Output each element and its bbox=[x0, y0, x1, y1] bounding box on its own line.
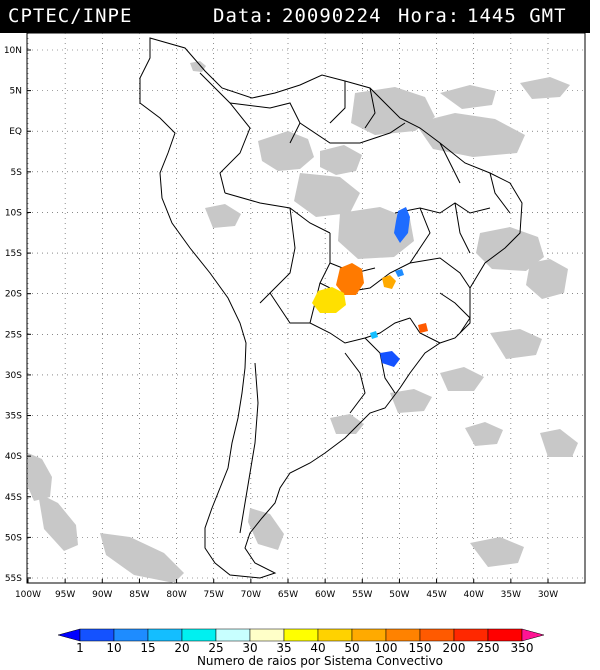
lon-label: 85W bbox=[129, 590, 149, 600]
lat-label: 30S bbox=[5, 371, 22, 381]
lat-label: 50S bbox=[5, 533, 22, 543]
system-orange-small bbox=[382, 275, 396, 289]
legend-swatch bbox=[419, 628, 455, 642]
convective-systems bbox=[312, 207, 428, 367]
legend-swatch bbox=[113, 628, 149, 642]
legend-value: 10 bbox=[106, 641, 121, 655]
lon-label: 50W bbox=[389, 590, 409, 600]
lon-label: 45W bbox=[426, 590, 446, 600]
system-orange bbox=[336, 263, 364, 295]
legend-title: Numero de raios por Sistema Convectivo bbox=[197, 654, 443, 668]
time-value: 1445 GMT bbox=[467, 5, 567, 27]
legend-value: 20 bbox=[174, 641, 189, 655]
date-value: 20090224 bbox=[282, 5, 382, 27]
system-cyan bbox=[370, 331, 378, 339]
cloud-cover bbox=[28, 61, 578, 583]
legend-swatch bbox=[385, 628, 421, 642]
system-blue-small bbox=[395, 269, 404, 277]
legend-swatch bbox=[181, 628, 217, 642]
legend-swatch bbox=[147, 628, 183, 642]
lat-label: 5N bbox=[10, 87, 22, 97]
legend-value: 200 bbox=[443, 641, 466, 655]
legend-value: 1 bbox=[76, 641, 84, 655]
lat-label: 15S bbox=[5, 249, 22, 259]
lon-label: 35W bbox=[501, 590, 521, 600]
lon-label: 80W bbox=[166, 590, 186, 600]
legend-swatch bbox=[317, 628, 353, 642]
lon-label: 60W bbox=[315, 590, 335, 600]
legend-value: 30 bbox=[242, 641, 257, 655]
color-legend: 1 10 15 20 25 30 35 40 50 100 150 200 250 350 bbox=[57, 628, 545, 655]
lat-label: 25S bbox=[5, 330, 22, 340]
lon-label: 40W bbox=[464, 590, 484, 600]
system-blue-north bbox=[394, 207, 410, 243]
longitude-labels: 100W 95W 90W 85W 80W 75W 70W 65W 60W 55W 50W 45W 40W… bbox=[15, 579, 558, 600]
map-frame bbox=[26, 33, 586, 584]
legend-value: 25 bbox=[208, 641, 223, 655]
system-red-small bbox=[418, 323, 428, 333]
lon-label: 65W bbox=[278, 590, 298, 600]
lon-label: 70W bbox=[241, 590, 261, 600]
legend-value: 250 bbox=[477, 641, 500, 655]
lon-label: 30W bbox=[538, 590, 558, 600]
grid-lines bbox=[27, 33, 585, 583]
legend-swatch bbox=[351, 628, 387, 642]
legend-swatch bbox=[283, 628, 319, 642]
lon-label: 90W bbox=[92, 590, 112, 600]
lat-label: 5S bbox=[11, 168, 23, 178]
latitude-labels: 10N 5N EQ 5S 10S 15S 20S 25S 30S 35S 40S 45S 50S 55S bbox=[4, 46, 31, 584]
lat-label: 20S bbox=[5, 290, 22, 300]
lon-label: 95W bbox=[55, 590, 75, 600]
legend-swatch bbox=[487, 628, 523, 642]
legend-value: 15 bbox=[140, 641, 155, 655]
system-blue-south bbox=[380, 351, 400, 367]
map-header: CPTEC/INPE Data: 20090224 Hora: 1445 GMT bbox=[0, 0, 590, 33]
legend-arrow-left bbox=[57, 628, 81, 642]
coastlines bbox=[139, 37, 523, 579]
lat-label: 10N bbox=[4, 46, 22, 56]
agency-label: CPTEC/INPE bbox=[8, 5, 133, 27]
lon-label: 100W bbox=[15, 590, 41, 600]
lat-label: 35S bbox=[5, 412, 22, 422]
legend-value: 150 bbox=[409, 641, 432, 655]
lat-label: EQ bbox=[9, 127, 22, 137]
legend-arrow-right bbox=[521, 628, 545, 642]
legend-value: 50 bbox=[344, 641, 359, 655]
lon-label: 55W bbox=[352, 590, 372, 600]
legend-swatch bbox=[215, 628, 251, 642]
lat-label: 10S bbox=[5, 208, 22, 218]
legend-value: 40 bbox=[310, 641, 325, 655]
legend-value: 35 bbox=[276, 641, 291, 655]
system-yellow bbox=[312, 287, 346, 313]
lat-label: 45S bbox=[5, 493, 22, 503]
legend-value: 350 bbox=[511, 641, 534, 655]
map-canvas: 10N5NEQ5S10S15S20S25S30S35S40S45S50S55S … bbox=[4, 33, 586, 668]
legend-swatch bbox=[79, 628, 115, 642]
legend-value: 100 bbox=[375, 641, 398, 655]
date-label: Data: bbox=[213, 5, 276, 27]
legend-swatch bbox=[453, 628, 489, 642]
legend-swatch bbox=[249, 628, 285, 642]
lon-label: 75W bbox=[204, 590, 224, 600]
lat-label: 55S bbox=[5, 574, 22, 584]
time-label: Hora: bbox=[398, 5, 461, 27]
lat-label: 40S bbox=[5, 452, 22, 462]
